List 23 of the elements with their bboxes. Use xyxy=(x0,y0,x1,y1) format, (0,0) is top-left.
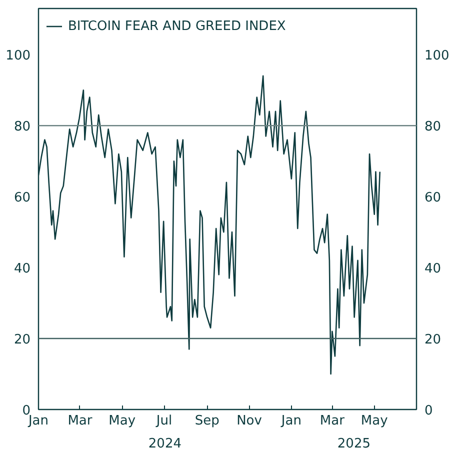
x-tick-label: Mar xyxy=(68,414,93,428)
y-tick-label: 100 xyxy=(6,48,31,64)
text: 2024 xyxy=(148,436,182,452)
x-tick-label: May xyxy=(360,414,388,428)
y-tick-label: 20 xyxy=(14,332,31,348)
y-tick-label: 40 xyxy=(14,262,31,277)
y2-tick-label: 0 xyxy=(424,404,433,418)
x-tick-label: Nov xyxy=(236,414,262,428)
y2-tick-label: 40 xyxy=(424,262,442,277)
line-series xyxy=(38,75,381,375)
y2-tick-label: 60 xyxy=(424,190,442,206)
y2-tick-label: 20 xyxy=(424,332,442,348)
x-tick-label: Jan xyxy=(280,414,302,428)
y-tick-label: 60 xyxy=(14,190,31,206)
y2-tick-label: 80 xyxy=(424,120,442,135)
y-tick-label: 80 xyxy=(14,120,31,135)
x-tick-label: Jul xyxy=(155,414,172,428)
x-tick-label: Mar xyxy=(320,414,346,428)
x-tick-label: Sep xyxy=(194,414,220,428)
legend-label: BITCOIN FEAR AND GREED INDEX xyxy=(68,18,286,34)
x-tick-label: May xyxy=(108,414,136,428)
y2-tick-label: 100 xyxy=(424,48,450,64)
text: 2025 xyxy=(337,436,371,452)
